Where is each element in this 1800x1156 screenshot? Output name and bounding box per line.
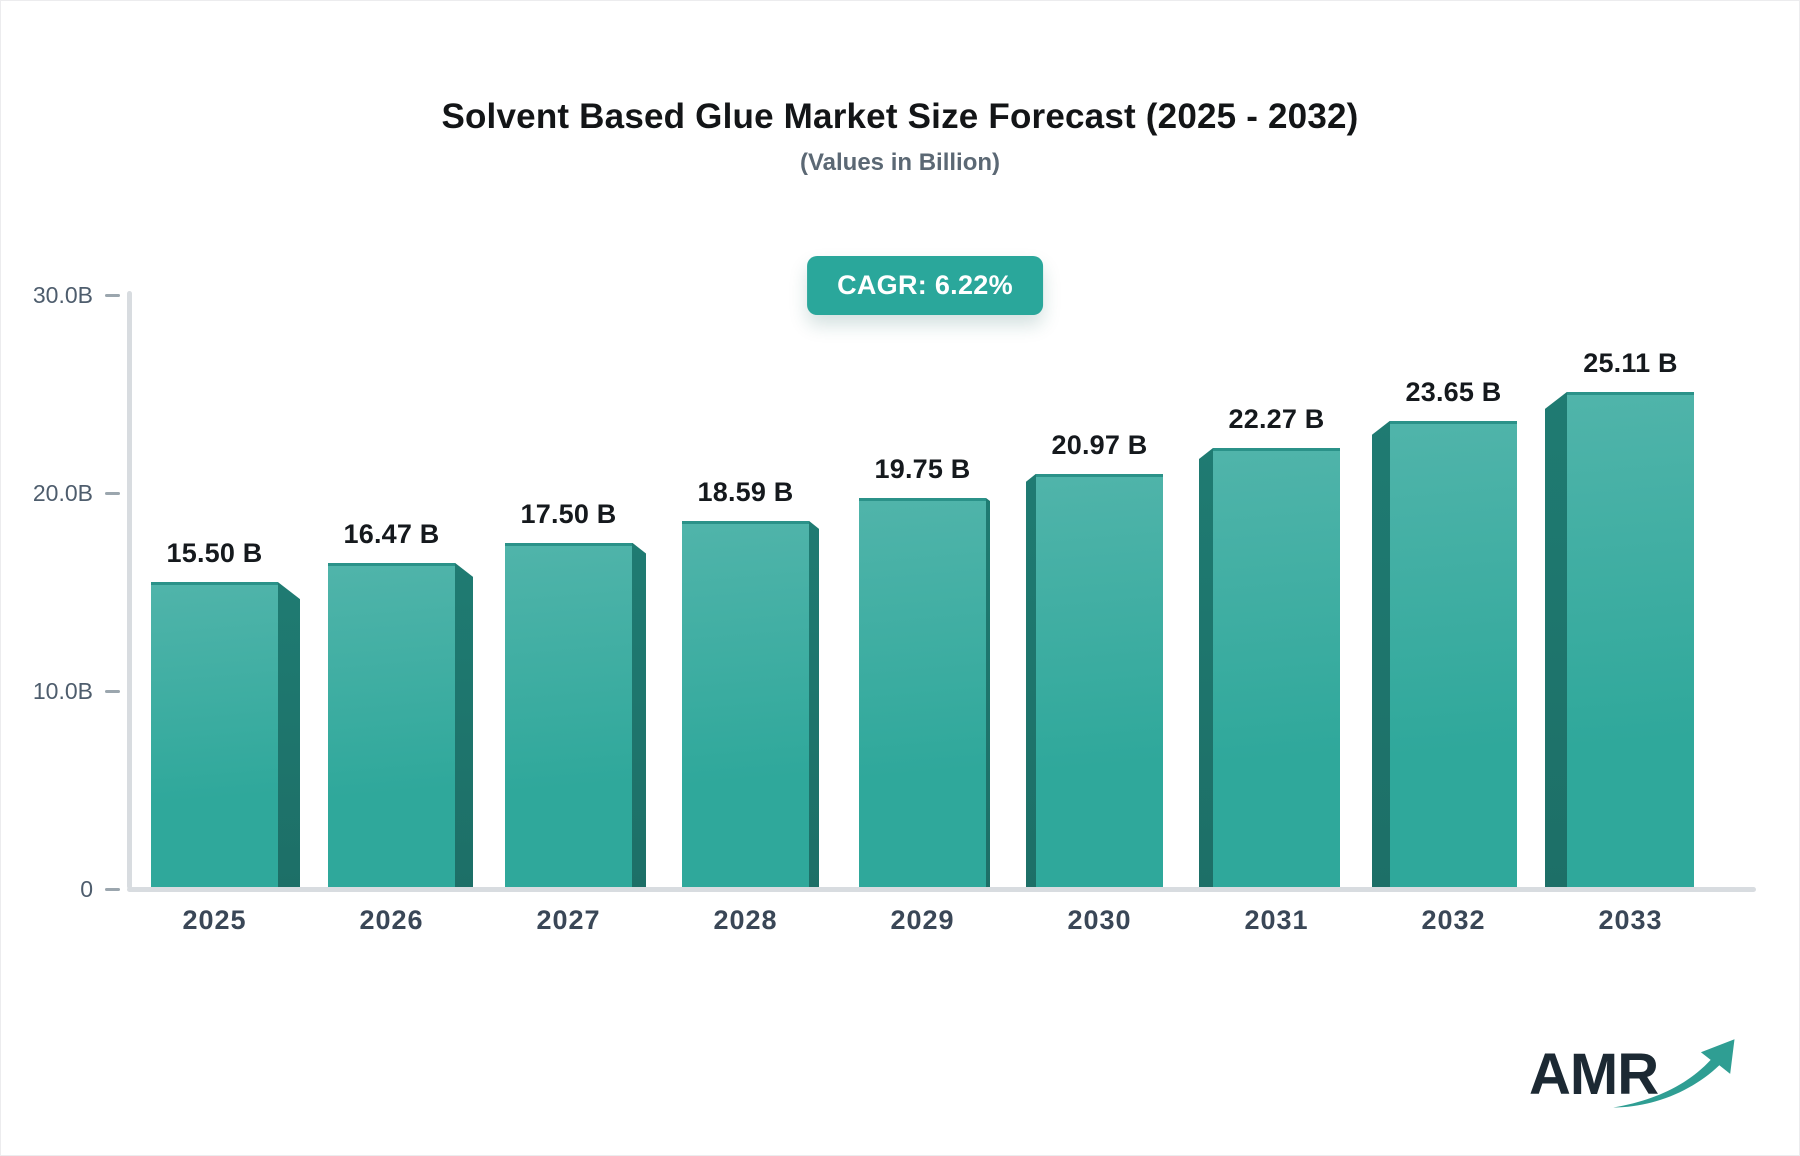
x-axis-label-2033: 2033 bbox=[1598, 905, 1663, 935]
bar-2029 bbox=[859, 497, 990, 887]
y-tick-mark bbox=[105, 293, 120, 297]
bar-value-label: 15.50 B bbox=[166, 538, 263, 569]
bar-front-face bbox=[1567, 391, 1694, 887]
bar-side-face bbox=[986, 497, 990, 887]
bar-value-label: 23.65 B bbox=[1405, 376, 1502, 407]
bar-2033 bbox=[1545, 391, 1694, 887]
bar-front-face bbox=[328, 562, 455, 887]
bar-side-face bbox=[632, 542, 646, 887]
bar-value-label: 17.50 B bbox=[520, 498, 617, 529]
bar-side-face bbox=[1372, 420, 1390, 887]
growth-arrow-icon bbox=[1613, 1039, 1735, 1108]
y-tick-label: 20.0B bbox=[32, 480, 93, 506]
x-axis-label-2027: 2027 bbox=[536, 905, 601, 935]
bar-2028 bbox=[682, 520, 819, 887]
x-axis-label-2032: 2032 bbox=[1421, 905, 1486, 935]
bar-front-face bbox=[505, 542, 632, 887]
amr-logo: AMR bbox=[1529, 1029, 1779, 1124]
bar-side-face bbox=[809, 520, 819, 887]
y-tick-mark bbox=[105, 491, 120, 495]
bar-value-label: 25.11 B bbox=[1583, 347, 1678, 378]
bar-2026 bbox=[328, 562, 473, 887]
amr-logo-text: AMR bbox=[1529, 1042, 1659, 1107]
bar-front-face bbox=[1390, 420, 1517, 887]
bar-front-face bbox=[151, 582, 278, 887]
bar-2025 bbox=[151, 582, 300, 887]
bar-value-label: 19.75 B bbox=[874, 453, 971, 484]
bar-side-face bbox=[1026, 473, 1036, 887]
bar-side-face bbox=[455, 562, 473, 887]
x-axis-label-2031: 2031 bbox=[1244, 905, 1309, 935]
cagr-badge: CAGR: 6.22% bbox=[807, 256, 1043, 315]
bar-side-face bbox=[1545, 391, 1567, 887]
page-title: Solvent Based Glue Market Size Forecast … bbox=[441, 97, 1359, 136]
x-axis-label-2025: 2025 bbox=[182, 905, 247, 935]
page-subtitle: (Values in Billion) bbox=[799, 149, 1001, 176]
bar-front-face bbox=[859, 497, 986, 887]
y-tick-label: 10.0B bbox=[32, 678, 93, 704]
y-axis-line bbox=[127, 291, 132, 889]
x-axis-line bbox=[127, 887, 1756, 892]
y-tick-label: 30.0B bbox=[32, 282, 93, 308]
x-axis-label-2026: 2026 bbox=[359, 905, 424, 935]
bar-value-label: 22.27 B bbox=[1228, 404, 1325, 435]
bar-front-face bbox=[1036, 473, 1163, 887]
bar-2031 bbox=[1199, 448, 1340, 887]
bar-value-label: 16.47 B bbox=[343, 518, 440, 549]
bar-2027 bbox=[505, 542, 646, 887]
bar-front-face bbox=[682, 520, 809, 887]
bar-side-face bbox=[278, 582, 300, 887]
x-axis-label-2030: 2030 bbox=[1067, 905, 1132, 935]
bar-value-label: 18.59 B bbox=[697, 476, 794, 507]
bar-side-face bbox=[1199, 448, 1213, 887]
y-tick-label: 0 bbox=[80, 876, 93, 902]
bar-2032 bbox=[1372, 420, 1517, 887]
x-axis-label-2028: 2028 bbox=[713, 905, 778, 935]
bar-value-label: 20.97 B bbox=[1051, 429, 1148, 460]
bar-front-face bbox=[1213, 448, 1340, 887]
bar-2030 bbox=[1026, 473, 1163, 887]
x-axis-label-2029: 2029 bbox=[890, 905, 955, 935]
y-tick-mark bbox=[105, 887, 120, 891]
y-tick-mark bbox=[105, 689, 120, 693]
